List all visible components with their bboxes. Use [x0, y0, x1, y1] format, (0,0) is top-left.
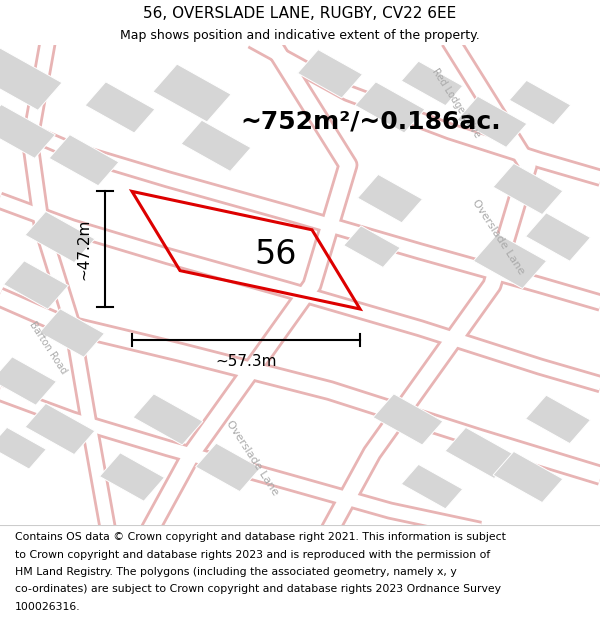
Polygon shape — [473, 234, 547, 289]
Text: Barton Road: Barton Road — [28, 319, 68, 376]
Polygon shape — [100, 453, 164, 501]
Polygon shape — [526, 213, 590, 261]
Text: Map shows position and indicative extent of the property.: Map shows position and indicative extent… — [120, 29, 480, 42]
Text: 100026316.: 100026316. — [15, 602, 80, 612]
Polygon shape — [196, 443, 260, 492]
Polygon shape — [526, 395, 590, 444]
Text: ~47.2m: ~47.2m — [76, 218, 91, 280]
Polygon shape — [355, 82, 425, 133]
Polygon shape — [401, 61, 463, 106]
Text: HM Land Registry. The polygons (including the associated geometry, namely x, y: HM Land Registry. The polygons (includin… — [15, 567, 457, 577]
Polygon shape — [0, 47, 62, 110]
Polygon shape — [493, 451, 563, 503]
Text: Overslade Lane: Overslade Lane — [470, 198, 526, 276]
Polygon shape — [4, 261, 68, 309]
Polygon shape — [373, 394, 443, 445]
Polygon shape — [401, 464, 463, 509]
Polygon shape — [0, 357, 56, 405]
Text: 56, OVERSLADE LANE, RUGBY, CV22 6EE: 56, OVERSLADE LANE, RUGBY, CV22 6EE — [143, 6, 457, 21]
Text: to Crown copyright and database rights 2023 and is reproduced with the permissio: to Crown copyright and database rights 2… — [15, 549, 490, 559]
Polygon shape — [25, 404, 95, 454]
Polygon shape — [40, 309, 104, 357]
Polygon shape — [85, 82, 155, 133]
Polygon shape — [509, 81, 571, 125]
Polygon shape — [358, 174, 422, 222]
Polygon shape — [153, 64, 231, 122]
Text: co-ordinates) are subject to Crown copyright and database rights 2023 Ordnance S: co-ordinates) are subject to Crown copyr… — [15, 584, 501, 594]
Polygon shape — [49, 134, 119, 186]
Text: Red Lodge Drive: Red Lodge Drive — [430, 66, 482, 139]
Text: ~752m²/~0.186ac.: ~752m²/~0.186ac. — [240, 110, 500, 134]
Polygon shape — [181, 120, 251, 171]
Polygon shape — [298, 49, 362, 98]
Polygon shape — [493, 164, 563, 214]
Text: Contains OS data © Crown copyright and database right 2021. This information is : Contains OS data © Crown copyright and d… — [15, 532, 506, 542]
Text: Overslade Lane: Overslade Lane — [224, 419, 280, 497]
Text: 56: 56 — [255, 239, 297, 271]
Polygon shape — [25, 211, 95, 262]
Polygon shape — [344, 226, 400, 268]
Polygon shape — [457, 96, 527, 148]
Polygon shape — [445, 428, 515, 479]
Polygon shape — [0, 104, 55, 158]
Polygon shape — [133, 394, 203, 445]
Polygon shape — [0, 428, 46, 469]
Text: ~57.3m: ~57.3m — [215, 354, 277, 369]
